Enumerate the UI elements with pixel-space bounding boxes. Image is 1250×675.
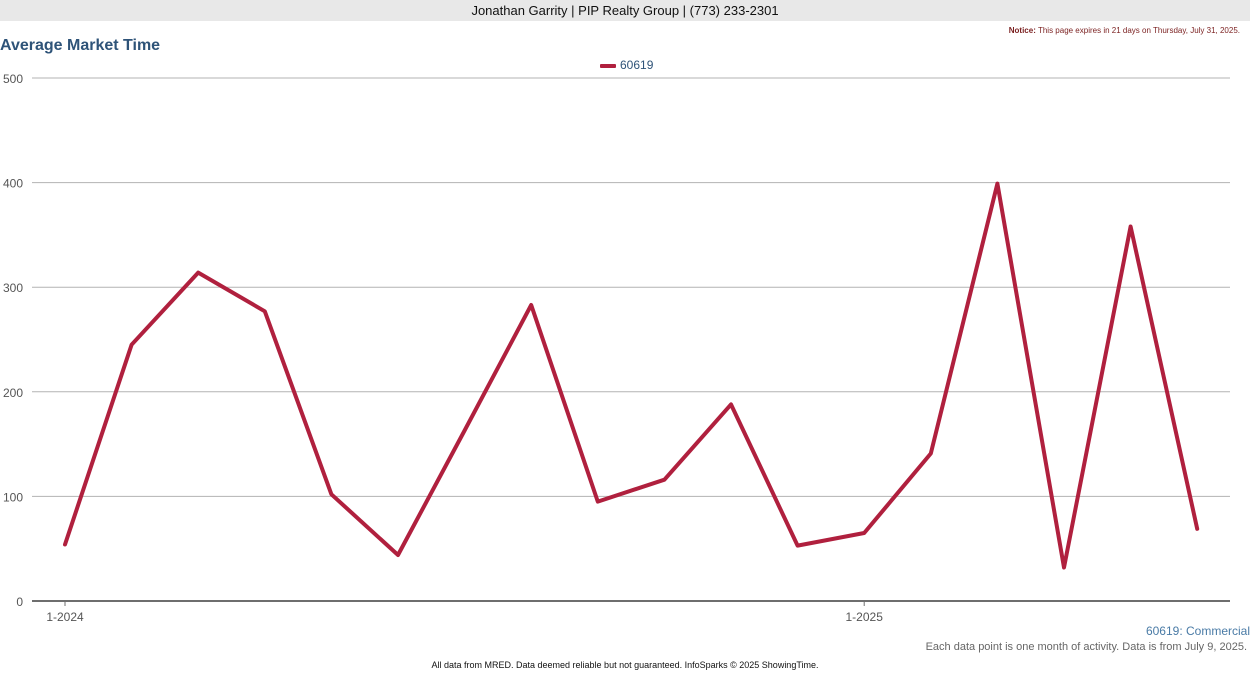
data-note: Each data point is one month of activity… — [925, 641, 1247, 653]
data-point — [329, 492, 333, 496]
y-tick-label: 300 — [3, 281, 23, 295]
x-tick-label: 1-2024 — [46, 610, 84, 624]
data-point — [396, 553, 400, 557]
data-point — [263, 309, 267, 313]
data-point — [796, 544, 800, 548]
data-point — [196, 271, 200, 275]
data-point — [995, 182, 999, 186]
data-point — [729, 402, 733, 406]
chart-legend[interactable]: 60619 — [600, 58, 653, 72]
y-tick-label: 500 — [3, 72, 23, 86]
data-point — [130, 343, 134, 347]
data-point — [862, 531, 866, 535]
data-point — [596, 500, 600, 504]
data-point — [63, 543, 67, 547]
data-point — [1062, 566, 1066, 570]
series-line-60619 — [63, 181, 1200, 570]
legend-swatch — [600, 63, 616, 68]
legend-label: 60619 — [620, 58, 654, 72]
y-tick-label: 200 — [3, 386, 23, 400]
notice-text: This page expires in 21 days on Thursday… — [1037, 26, 1240, 35]
chart-subtitle: 60619: Commercial — [1145, 624, 1250, 638]
agent-header: Jonathan Garrity | PIP Realty Group | (7… — [0, 0, 1250, 21]
data-point — [662, 478, 666, 482]
data-point — [529, 303, 533, 307]
disclaimer: All data from MRED. Data deemed reliable… — [431, 660, 819, 670]
y-tick-label: 0 — [16, 595, 23, 609]
notice-label: Notice: — [1008, 26, 1036, 35]
y-tick-label: 100 — [3, 490, 23, 504]
y-tick-label: 400 — [3, 177, 23, 191]
chart-title: Average Market Time — [0, 37, 161, 54]
data-point — [929, 452, 933, 456]
data-point — [463, 429, 467, 433]
x-tick-label: 1-2025 — [846, 610, 884, 624]
expiry-notice: Notice: This page expires in 21 days on … — [1009, 26, 1240, 35]
data-point — [1129, 225, 1133, 229]
data-point — [1195, 527, 1199, 531]
